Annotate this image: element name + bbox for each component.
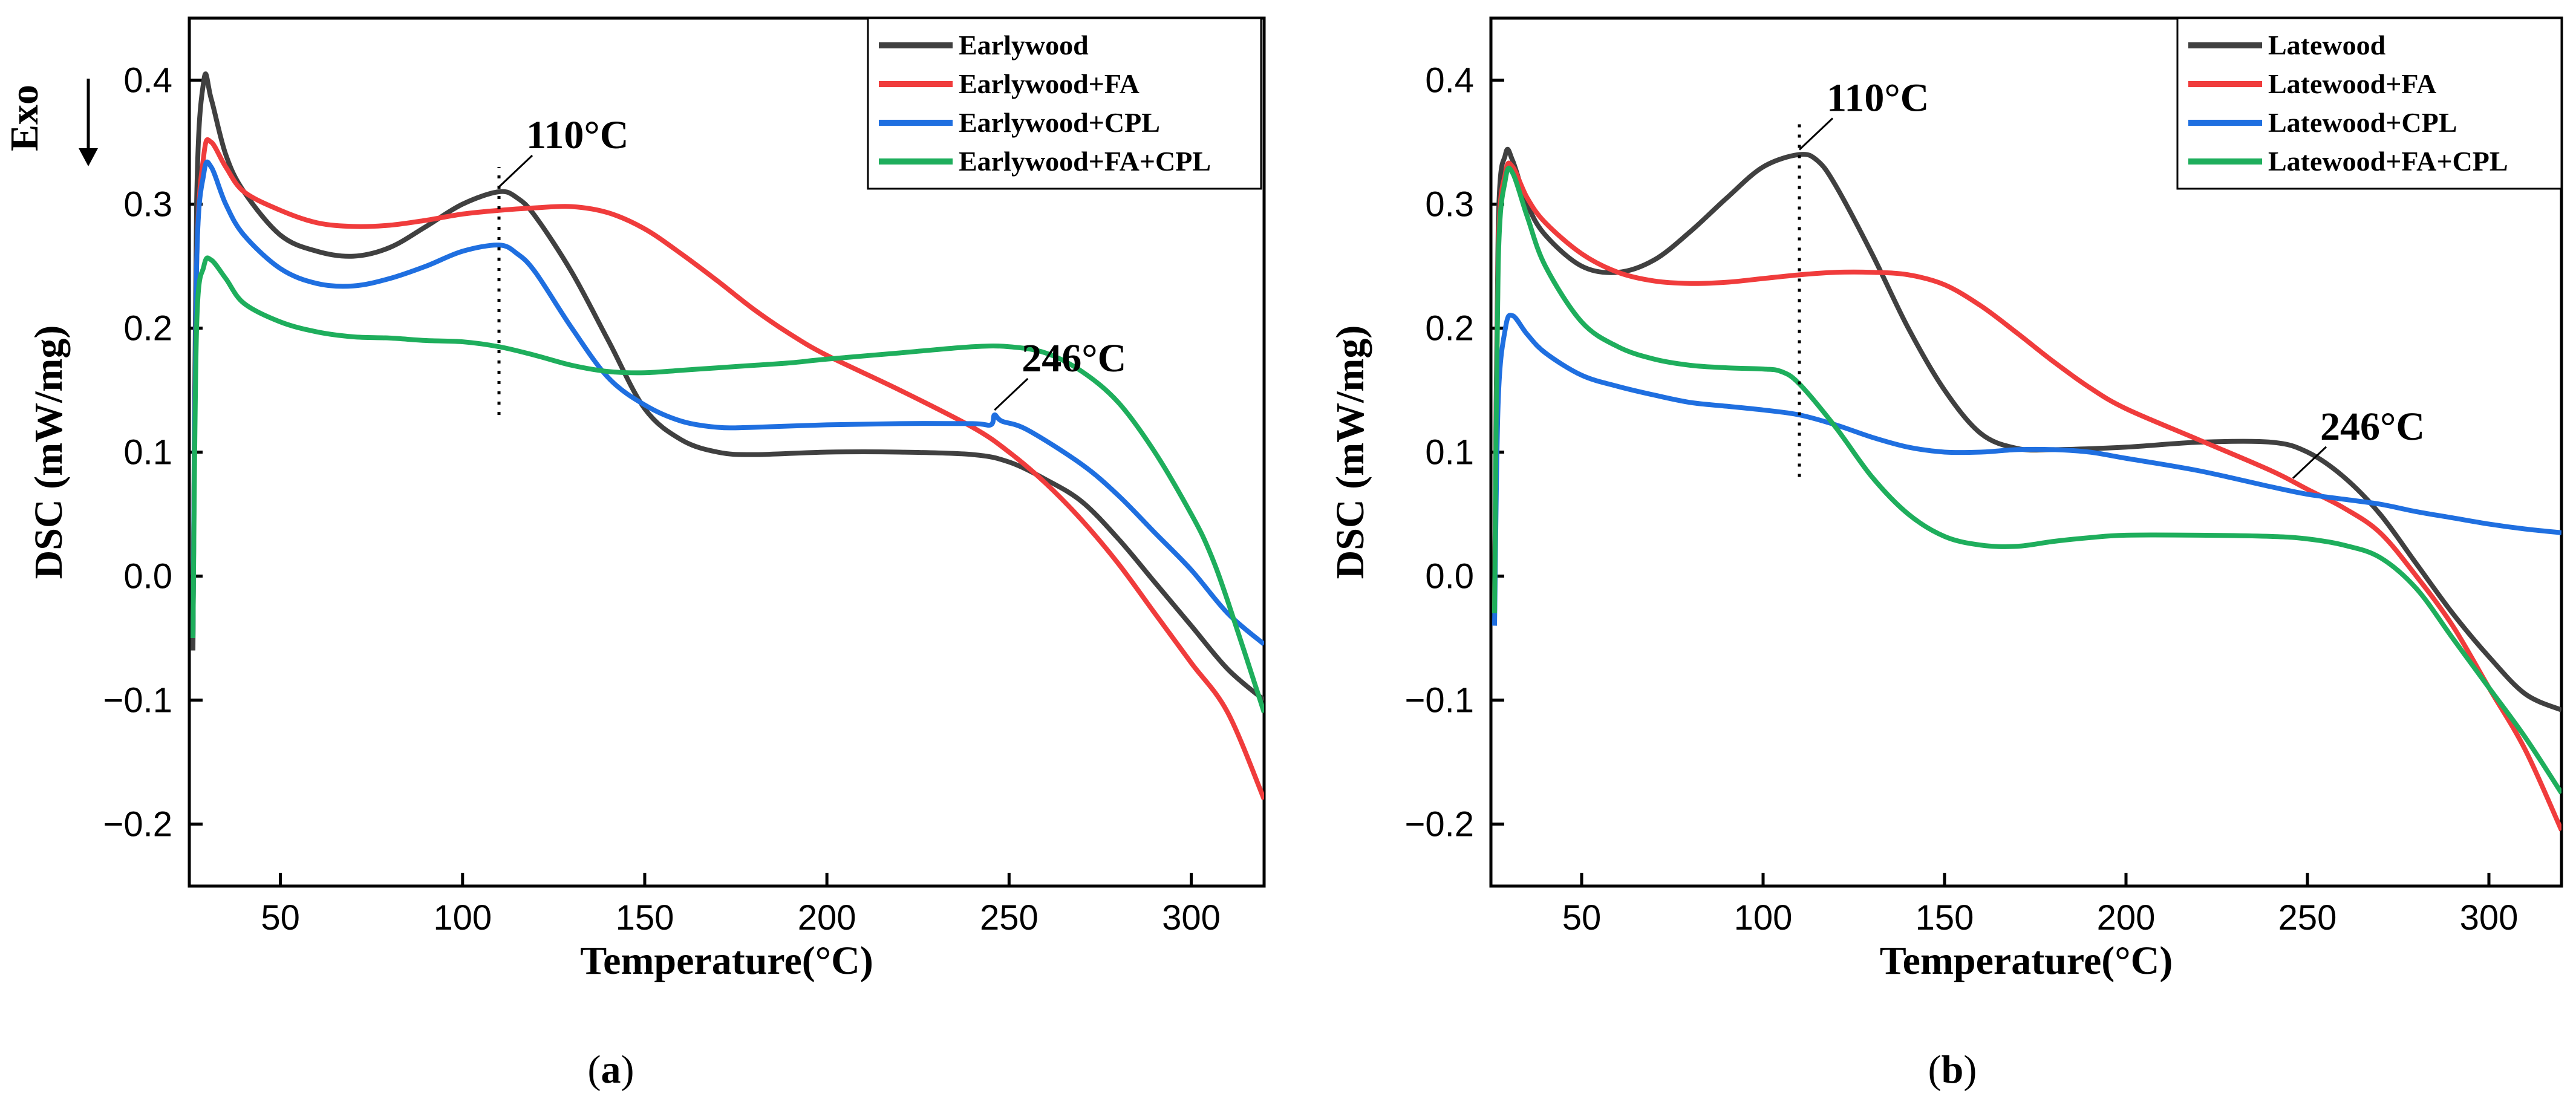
annotation-leader bbox=[2292, 446, 2327, 479]
panel-a: 50 100 150 200 250 300 −0.2 −0.1 0.0 0.1 0.2 0.3 0.4… bbox=[2, 16, 1266, 1092]
legend-label: Latewood+FA bbox=[2268, 68, 2436, 99]
x-tick-label: 150 bbox=[616, 898, 674, 937]
annotation-label: 110°C bbox=[1827, 76, 1929, 120]
y-tick-label: 0.3 bbox=[123, 185, 172, 224]
y-tick-label: 0.1 bbox=[1425, 433, 1474, 472]
y-tick-label: 0.1 bbox=[123, 433, 172, 472]
legend-label: Latewood+FA+CPL bbox=[2268, 146, 2508, 177]
series-line-latewood-fa bbox=[1492, 160, 2561, 832]
y-tick-label: 0.4 bbox=[123, 61, 172, 100]
legend-label: Earlywood+FA bbox=[959, 68, 1140, 99]
series-group bbox=[191, 71, 1264, 801]
x-axis-title: Temperature(°C) bbox=[580, 939, 873, 983]
x-tick-label: 50 bbox=[1562, 898, 1602, 937]
series-group bbox=[1492, 146, 2561, 832]
legend-label: Latewood bbox=[2268, 30, 2386, 60]
series-line-earlywood-fa bbox=[191, 137, 1264, 801]
y-tick-label: 0.2 bbox=[123, 309, 172, 348]
y-tick-label: −0.1 bbox=[103, 681, 173, 720]
y-tick-label: 0.3 bbox=[1425, 185, 1474, 224]
x-tick-label: 250 bbox=[2278, 898, 2337, 937]
x-tick-label: 200 bbox=[2097, 898, 2156, 937]
series-line-earlywood bbox=[191, 71, 1264, 702]
legend-label: Latewood+CPL bbox=[2268, 107, 2457, 138]
panel-b: 50 100 150 200 250 300 −0.2 −0.1 0.0 0.1 0.2 0.3 0.4… bbox=[1328, 16, 2563, 1092]
series-line-earlywood-fa-cpl bbox=[191, 255, 1264, 714]
series-line-latewood-cpl bbox=[1492, 313, 2561, 626]
y-tick-label: 0.0 bbox=[1425, 557, 1474, 596]
annotation-label: 110°C bbox=[526, 113, 628, 157]
y-axis-title: DSC (mW/mg) bbox=[27, 325, 71, 579]
legend-label: Earlywood bbox=[959, 30, 1089, 60]
legend-label: Earlywood+CPL bbox=[959, 107, 1160, 138]
annotation-label: 246°C bbox=[2320, 405, 2425, 449]
x-tick-label: 100 bbox=[433, 898, 492, 937]
x-tick-label: 50 bbox=[261, 898, 300, 937]
panel-caption: (b) bbox=[1928, 1048, 1977, 1092]
y-tick-label: −0.2 bbox=[1405, 805, 1475, 844]
x-tick-label: 300 bbox=[2460, 898, 2519, 937]
panel-caption: (a) bbox=[588, 1048, 634, 1092]
y-tick-label: −0.1 bbox=[1405, 681, 1475, 720]
panel-letter: a bbox=[601, 1048, 621, 1092]
series-line-latewood-fa-cpl bbox=[1492, 165, 2561, 795]
x-tick-label: 200 bbox=[798, 898, 856, 937]
annotation-label: 246°C bbox=[1022, 336, 1126, 380]
y-tick-label: −0.2 bbox=[103, 805, 173, 844]
x-tick-label: 100 bbox=[1734, 898, 1793, 937]
y-tick-label: 0.0 bbox=[123, 557, 172, 596]
exo-arrow-head bbox=[79, 148, 98, 166]
x-tick-label: 250 bbox=[980, 898, 1039, 937]
annotation-leader bbox=[498, 154, 533, 188]
legend-label: Earlywood+FA+CPL bbox=[959, 146, 1211, 177]
series-line-earlywood-cpl bbox=[191, 159, 1264, 647]
exo-label: Exo bbox=[2, 85, 47, 151]
panel-letter: b bbox=[1942, 1048, 1964, 1092]
x-tick-label: 300 bbox=[1162, 898, 1221, 937]
y-tick-label: 0.2 bbox=[1425, 309, 1474, 348]
annotation-leader bbox=[1798, 117, 1834, 151]
x-tick-label: 150 bbox=[1916, 898, 1974, 937]
annotation-leader bbox=[994, 377, 1029, 411]
x-axis-title: Temperature(°C) bbox=[1880, 939, 2173, 983]
y-tick-label: 0.4 bbox=[1425, 61, 1474, 100]
y-axis-title: DSC (mW/mg) bbox=[1328, 325, 1372, 579]
